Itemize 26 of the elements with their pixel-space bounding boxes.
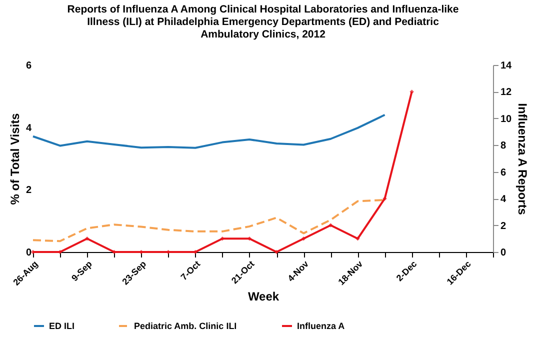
y2-tick-label: 10 bbox=[500, 114, 512, 125]
point bbox=[356, 236, 360, 241]
y2-tick-label: 4 bbox=[500, 194, 506, 206]
y-tick-label: 2 bbox=[26, 185, 32, 196]
point bbox=[301, 236, 306, 241]
point bbox=[410, 90, 414, 94]
legend-label: ED ILI bbox=[49, 321, 75, 331]
y2-tick-label: 0 bbox=[500, 248, 506, 258]
x-axis-title: Week bbox=[248, 289, 280, 304]
chart-title: Reports of Influenza A Among Clinical Hospital Laboratories and Influenza-like Illness (ILI) at Philadelphia Emergency Departments (ED) and Pediatric Ambulatory Clinics, 2012 bbox=[67, 4, 459, 40]
point bbox=[84, 236, 90, 241]
point bbox=[274, 250, 279, 254]
y-axis-title: % of Total Visits bbox=[8, 112, 22, 205]
y-tick-label: 4 bbox=[26, 122, 32, 134]
y2-tick-label: 14 bbox=[500, 60, 512, 72]
line-series bbox=[32, 114, 386, 149]
y-tick-label: 0 bbox=[26, 248, 32, 258]
point bbox=[328, 223, 333, 228]
y2-tick-label: 2 bbox=[500, 220, 506, 232]
y2-tick-label: 6 bbox=[500, 167, 506, 178]
y2-axis-title: Influenza A Reports bbox=[516, 103, 530, 216]
legend-label: Pediatric Amb. Clinic ILI bbox=[134, 321, 237, 331]
y-tick-label: 6 bbox=[26, 60, 32, 72]
y2-tick-label: 8 bbox=[500, 140, 506, 152]
y2-tick-label: 12 bbox=[500, 87, 512, 98]
legend-label: Influenza A bbox=[297, 321, 346, 331]
